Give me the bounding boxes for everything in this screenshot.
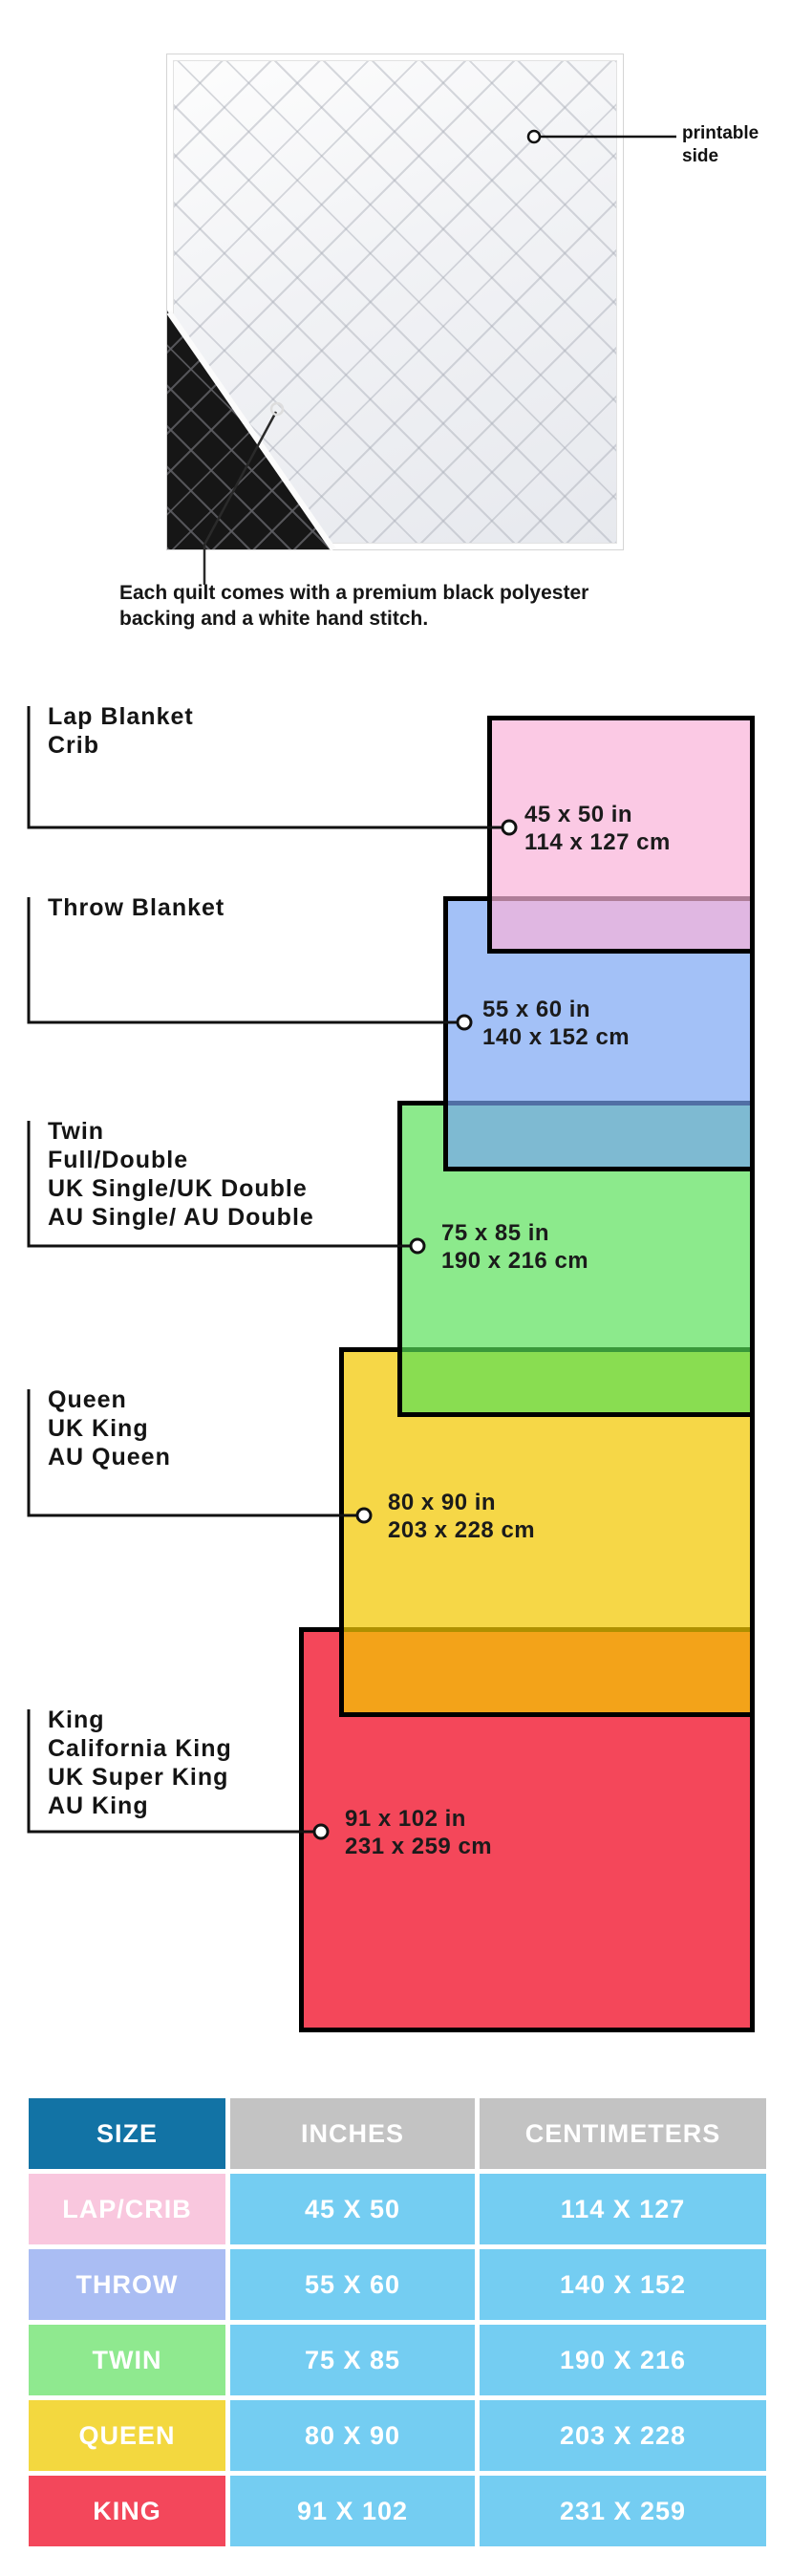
queen-dimensions: 80 x 90 in 203 x 228 cm <box>388 1489 535 1544</box>
lap-dimensions: 45 x 50 in 114 x 127 cm <box>524 801 671 856</box>
printable-side-label: printable side <box>682 123 759 166</box>
twin-label: Twin Full/Double UK Single/UK Double AU … <box>48 1117 314 1232</box>
lap-dimensions-cm: 114 x 127 cm <box>524 829 671 855</box>
king-label-line: AU King <box>48 1792 149 1819</box>
table-row-label: TWIN <box>29 2325 225 2395</box>
backing-caption-line1: Each quilt comes with a premium black po… <box>119 582 589 604</box>
queen-label: Queen UK King AU Queen <box>48 1385 171 1471</box>
twin-label-line: AU Single/ AU Double <box>48 1204 314 1231</box>
king-dimensions-inches: 91 x 102 in <box>345 1806 466 1832</box>
queen-dimensions-inches: 80 x 90 in <box>388 1490 497 1515</box>
size-table: SIZE INCHES CENTIMETERS LAP/CRIB 45 X 50… <box>29 2098 766 2546</box>
throw-label: Throw Blanket <box>48 893 224 922</box>
throw-label-line: Throw Blanket <box>48 894 225 921</box>
king-label-line: King <box>48 1707 105 1733</box>
table-cell-inches: 55 X 60 <box>230 2249 475 2320</box>
lap-crib-rectangle <box>487 716 755 954</box>
table-cell-inches: 80 X 90 <box>230 2400 475 2471</box>
table-cell-centimeters: 114 X 127 <box>480 2174 766 2244</box>
table-cell-inches: 91 X 102 <box>230 2476 475 2546</box>
backing-caption: Each quilt comes with a premium black po… <box>119 580 588 632</box>
backing-caption-line2: backing and a white hand stitch. <box>119 608 429 630</box>
twin-label-line: UK Single/UK Double <box>48 1175 308 1202</box>
lap-dimensions-inches: 45 x 50 in <box>524 802 633 827</box>
lap-label-line: Lap Blanket <box>48 703 194 730</box>
twin-dimensions: 75 x 85 in 190 x 216 cm <box>441 1219 588 1275</box>
king-label-line: UK Super King <box>48 1764 229 1791</box>
throw-dimensions-cm: 140 x 152 cm <box>482 1024 631 1050</box>
table-row-label: KING <box>29 2476 225 2546</box>
queen-label-line: UK King <box>48 1415 149 1442</box>
table-row-label: LAP/CRIB <box>29 2174 225 2244</box>
table-cell-centimeters: 140 X 152 <box>480 2249 766 2320</box>
throw-dimensions: 55 x 60 in 140 x 152 cm <box>482 996 630 1051</box>
twin-label-line: Twin <box>48 1118 105 1145</box>
throw-dimensions-inches: 55 x 60 in <box>482 997 591 1022</box>
queen-label-line: Queen <box>48 1386 127 1413</box>
lap-label-line: Crib <box>48 732 99 759</box>
lap-crib-label: Lap Blanket Crib <box>48 702 194 760</box>
king-dimensions-cm: 231 x 259 cm <box>345 1834 493 1859</box>
table-cell-centimeters: 190 X 216 <box>480 2325 766 2395</box>
queen-dimensions-cm: 203 x 228 cm <box>388 1517 536 1543</box>
king-dimensions: 91 x 102 in 231 x 259 cm <box>345 1805 492 1860</box>
twin-dimensions-inches: 75 x 85 in <box>441 1220 550 1246</box>
king-label-line: California King <box>48 1735 232 1762</box>
twin-label-line: Full/Double <box>48 1147 189 1173</box>
queen-label-line: AU Queen <box>48 1444 171 1470</box>
table-cell-centimeters: 231 X 259 <box>480 2476 766 2546</box>
king-label: King California King UK Super King AU Ki… <box>48 1706 232 1820</box>
table-row-label: THROW <box>29 2249 225 2320</box>
table-cell-inches: 45 X 50 <box>230 2174 475 2244</box>
table-header-centimeters: CENTIMETERS <box>480 2098 766 2169</box>
table-cell-inches: 75 X 85 <box>230 2325 475 2395</box>
table-header-inches: INCHES <box>230 2098 475 2169</box>
table-header-size: SIZE <box>29 2098 225 2169</box>
table-row-label: QUEEN <box>29 2400 225 2471</box>
table-cell-centimeters: 203 X 228 <box>480 2400 766 2471</box>
twin-dimensions-cm: 190 x 216 cm <box>441 1248 589 1274</box>
